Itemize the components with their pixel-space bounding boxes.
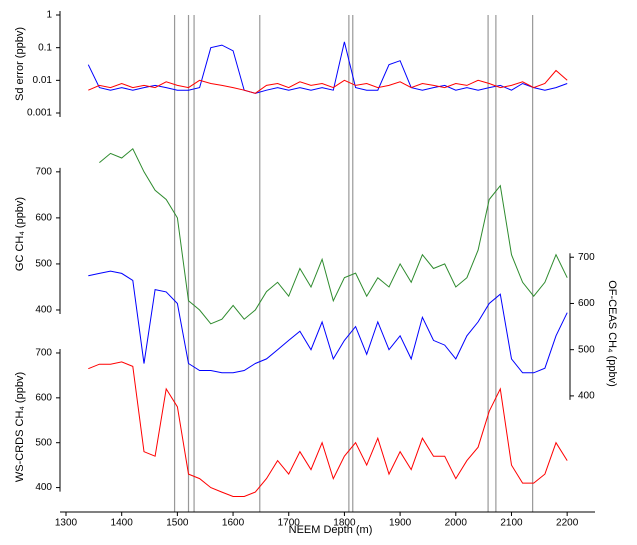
x-tick-label: 1600: [222, 518, 245, 529]
data-line: [88, 270, 568, 374]
x-axis-label: NEEM Depth (m): [289, 524, 373, 536]
y-tick-label: 500: [35, 259, 52, 270]
y-tick-label: 1: [46, 10, 52, 21]
data-line: [99, 148, 568, 325]
y-tick-label: 600: [35, 392, 52, 403]
y-tick-label: 0.01: [33, 75, 53, 86]
y-tick-label: 700: [35, 166, 52, 177]
y-axis-label: Sd error (ppbv): [14, 27, 26, 101]
y-tick-label: 400: [35, 305, 52, 316]
x-tick-label: 2100: [500, 518, 523, 529]
y-tick-label: 0.1: [38, 42, 52, 53]
y-tick-label: 400: [35, 482, 52, 493]
y-tick-label: 600: [35, 213, 52, 224]
y-tick-label: 400: [578, 391, 595, 402]
data-line: [87, 41, 568, 94]
x-tick-label: 1300: [55, 518, 78, 529]
x-tick-label: 1800: [333, 518, 356, 529]
y-tick-label: 600: [578, 298, 595, 309]
y-tick-label: 500: [578, 344, 595, 355]
x-tick-label: 1400: [111, 518, 134, 529]
y-tick-label: 700: [35, 348, 52, 359]
y-tick-label: 700: [578, 252, 595, 263]
data-line: [88, 361, 568, 497]
x-tick-label: 1500: [166, 518, 189, 529]
data-line: [88, 69, 568, 94]
x-tick-label: 2000: [445, 518, 468, 529]
x-tick-label: 1900: [389, 518, 412, 529]
x-tick-label: 1700: [278, 518, 301, 529]
y-tick-label: 0.001: [27, 108, 52, 119]
x-tick-label: 2200: [556, 518, 579, 529]
y-axis-label: OF-CEAS CH₄ (ppbv): [606, 280, 618, 387]
y-tick-label: 500: [35, 437, 52, 448]
y-axis-label: GC CH₄ (ppbv): [14, 197, 26, 271]
y-axis-label: WS-CRDS CH₄ (ppbv): [14, 372, 26, 482]
